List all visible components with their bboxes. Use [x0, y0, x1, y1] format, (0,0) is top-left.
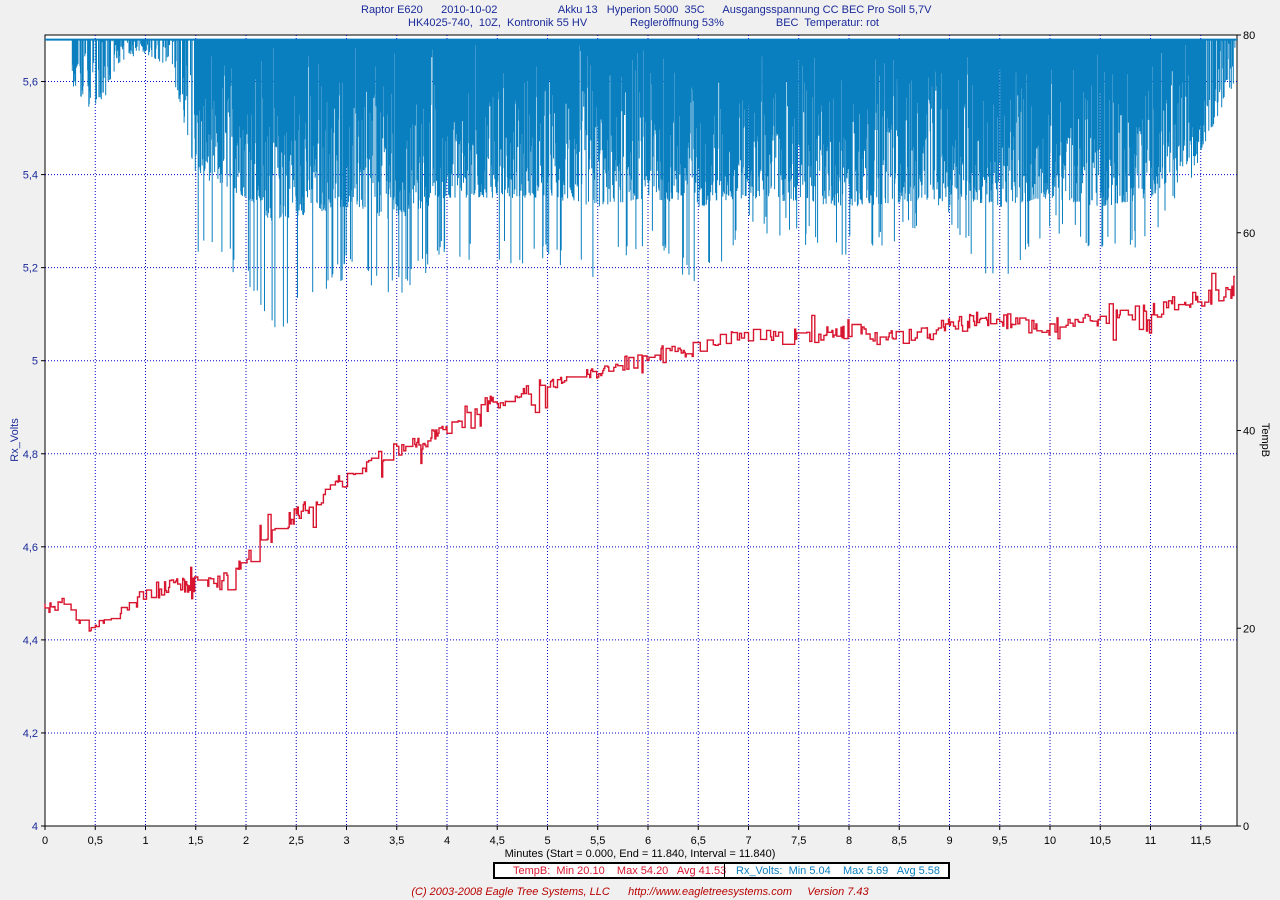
x-tick-label: 0 — [42, 835, 48, 847]
y-right-axis-ticks: 0 20 40 60 80 — [1237, 30, 1255, 833]
tempb-series — [44, 272, 1235, 632]
chart-svg: 0 0,5 1 1,5 2 2,5 3 3,5 4 4,5 5 5,5 6 6,5 7 7,5 8 8,5 9 9,5… — [9, 30, 1271, 847]
header-line-2: HK4025-740, 10Z, Kontronik 55 HV Reglerö… — [408, 17, 879, 29]
x-tick-label: 10 — [1044, 835, 1056, 847]
x-tick-label: 6,5 — [691, 835, 706, 847]
x-tick-label: 9 — [946, 835, 952, 847]
x-tick-label: 1,5 — [188, 835, 203, 847]
x-tick-label: 8,5 — [892, 835, 907, 847]
y-left-tick-label: 4 — [32, 821, 38, 833]
x-tick-label: 3,5 — [389, 835, 404, 847]
y-left-tick-label: 5 — [32, 356, 38, 368]
tempb-line — [44, 272, 1235, 632]
x-tick-label: 5 — [544, 835, 550, 847]
y-right-axis-title: TempB — [1259, 423, 1271, 457]
x-tick-label: 4,5 — [490, 835, 505, 847]
x-tick-label: 0,5 — [88, 835, 103, 847]
y-right-tick-label: 60 — [1243, 228, 1255, 240]
y-left-tick-label: 4,2 — [23, 728, 38, 740]
rx-volts-spikes — [71, 39, 1236, 328]
x-axis-title: Minutes (Start = 0.000, End = 11.840, In… — [504, 848, 776, 860]
x-axis-ticks: 0 0,5 1 1,5 2 2,5 3 3,5 4 4,5 5 5,5 6 6,5 7 7,5 8 8,5 9 9,5… — [42, 826, 1211, 847]
y-left-tick-label: 4,6 — [23, 542, 38, 554]
y-left-tick-label: 5,2 — [23, 263, 38, 275]
y-left-tick-label: 4,8 — [23, 449, 38, 461]
legend-rx-volts: Rx_Volts: Min 5.04 Max 5.69 Avg 5.58 — [736, 865, 941, 877]
x-tick-label: 5,5 — [590, 835, 605, 847]
legend: TempB: Min 20.10 Max 54.20 Avg 41.53 Rx_… — [493, 862, 950, 879]
x-tick-label: 3 — [343, 835, 349, 847]
header-line-1: Raptor E620 2010-10-02 Akku 13 Hyperion … — [361, 4, 932, 16]
legend-separator — [724, 864, 725, 877]
y-right-tick-label: 20 — [1243, 623, 1255, 635]
x-tick-label: 6 — [645, 835, 651, 847]
legend-tempb: TempB: Min 20.10 Max 54.20 Avg 41.53 — [513, 865, 727, 877]
y-left-axis-title: Rx_Volts — [9, 418, 21, 462]
x-tick-label: 11,5 — [1190, 835, 1211, 847]
x-tick-label: 4 — [444, 835, 450, 847]
x-tick-label: 7,5 — [791, 835, 806, 847]
x-tick-label: 9,5 — [992, 835, 1007, 847]
x-tick-label: 7 — [745, 835, 751, 847]
y-right-tick-label: 40 — [1243, 426, 1255, 438]
y-right-tick-label: 80 — [1243, 30, 1255, 42]
y-left-tick-label: 4,4 — [23, 635, 38, 647]
x-tick-label: 2 — [243, 835, 249, 847]
x-tick-label: 8 — [846, 835, 852, 847]
x-tick-label: 10,5 — [1090, 835, 1111, 847]
y-left-axis-ticks: 4 4,2 4,4 4,6 4,8 5 5,2 5,4 5,6 — [23, 77, 45, 833]
footer-copyright: (C) 2003-2008 Eagle Tree Systems, LLC ht… — [411, 886, 869, 898]
rx-volts-series — [45, 38, 1237, 328]
y-left-tick-label: 5,6 — [23, 77, 38, 89]
x-tick-label: 11 — [1145, 835, 1156, 847]
y-left-tick-label: 5,4 — [23, 170, 38, 182]
x-tick-label: 2,5 — [289, 835, 304, 847]
x-tick-label: 1 — [142, 835, 148, 847]
y-right-tick-label: 0 — [1243, 821, 1249, 833]
